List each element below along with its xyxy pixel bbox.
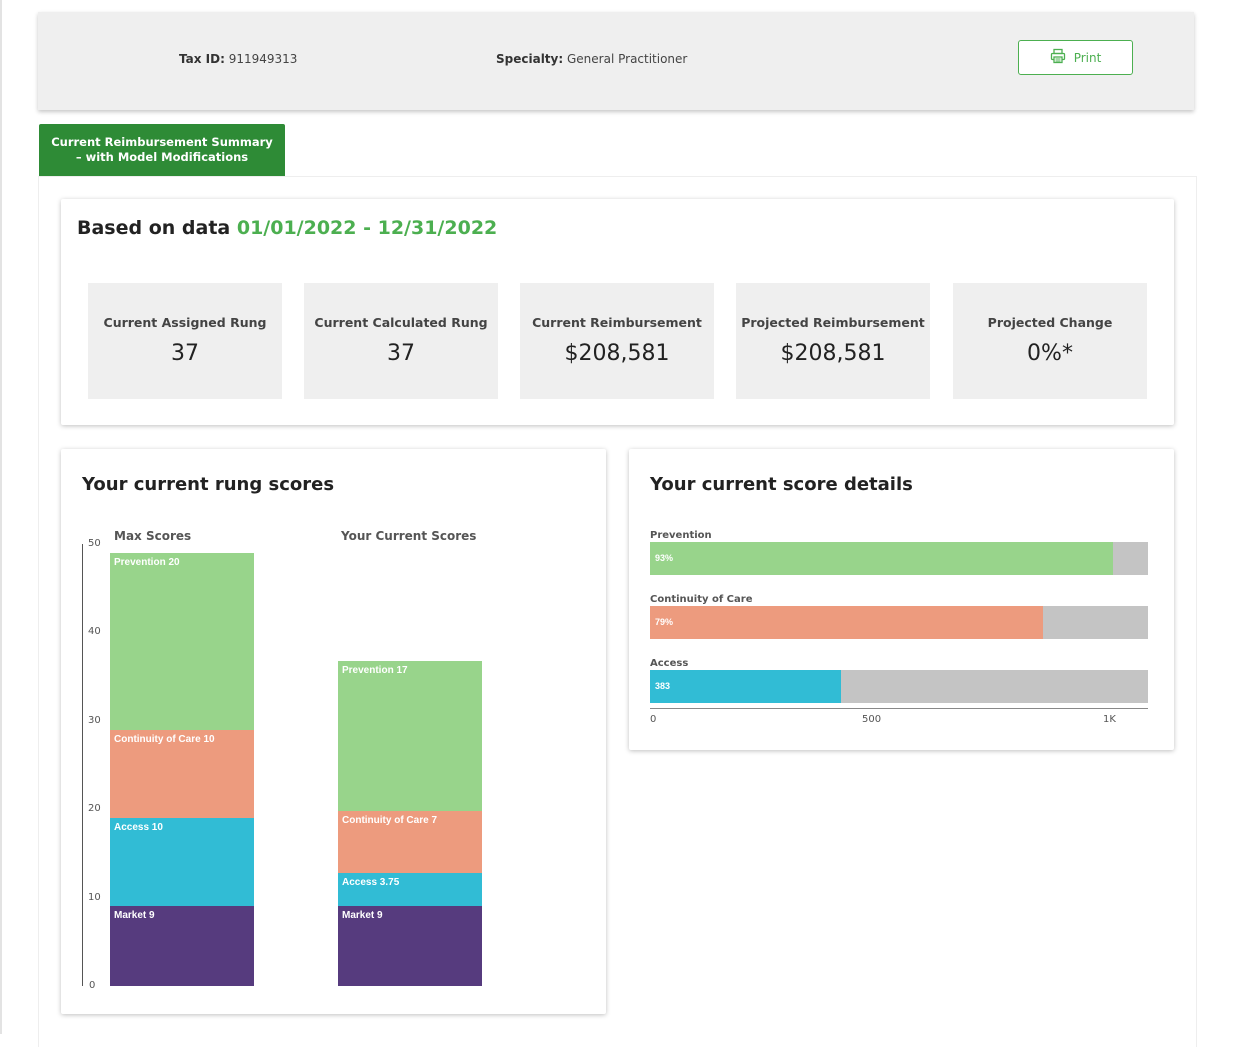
tile-value: $208,581 [564, 341, 670, 366]
y-tick-label: 0 [89, 980, 96, 991]
tile-projected-change: Projected Change 0%* [953, 283, 1147, 399]
summary-card: Based on data 01/01/2022 - 12/31/2022 Cu… [61, 199, 1174, 425]
tab-panel [38, 176, 1197, 1047]
score-detail-bar[interactable]: 93% [650, 542, 1114, 575]
score-detail-value: 93% [655, 553, 674, 563]
x-tick-label: 500 [862, 714, 882, 725]
score-detail-label: Prevention [650, 530, 712, 541]
bar-segment-label: Market 9 [114, 910, 155, 922]
tab-current-reimbursement-summary[interactable]: Current Reimbursement Summary – with Mod… [39, 124, 285, 176]
y-tick-label: 20 [88, 803, 101, 815]
score-detail-bar[interactable]: 383 [650, 670, 841, 703]
score-detail-track: 93% [650, 542, 1148, 575]
tile-label: Current Assigned Rung [103, 315, 267, 330]
bar-segment-label: Prevention 20 [114, 556, 180, 568]
y-axis-line [82, 544, 83, 986]
bar-segment-label: Continuity of Care 10 [114, 733, 215, 745]
tile-value: 37 [171, 341, 199, 366]
score-detail-value: 383 [655, 681, 671, 691]
x-axis-line [650, 708, 1148, 709]
summary-date-range: 01/01/2022 - 12/31/2022 [236, 217, 498, 239]
bar-segment-market[interactable]: Market 9 [338, 906, 482, 986]
score-details-title: Your current score details [650, 474, 913, 495]
tab-label-line1: Current Reimbursement Summary [51, 135, 273, 149]
tab-label-line2: – with Model Modifications [75, 150, 249, 164]
bar-segment-label: Prevention 17 [342, 665, 408, 677]
x-tick-label: 1K [1103, 714, 1116, 725]
y-tick-label: 50 [88, 538, 101, 549]
column-header-current-scores: Your Current Scores [341, 529, 477, 543]
bar-segment-prevention[interactable]: Prevention 17 [338, 661, 482, 812]
specialty-value: General Practitioner [567, 52, 688, 66]
tile-label: Projected Reimbursement [741, 315, 925, 330]
bar-segment-label: Access 10 [114, 822, 163, 834]
bar-segment-access[interactable]: Access 10 [110, 818, 254, 907]
bar-segment-continuity-of-care[interactable]: Continuity of Care 10 [110, 729, 254, 819]
column-header-max-scores: Max Scores [114, 529, 192, 543]
score-detail-value: 79% [655, 617, 674, 627]
score-detail-bar[interactable]: 79% [650, 606, 1044, 639]
tile-current-reimbursement: Current Reimbursement $208,581 [520, 283, 714, 399]
specialty-label: Specialty: [496, 52, 564, 66]
tile-label: Projected Change [987, 315, 1113, 330]
summary-title-prefix: Based on data [77, 217, 231, 239]
tax-id-label: Tax ID: [179, 52, 225, 66]
provider-header: Tax ID: 911949313 Specialty: General Pra… [38, 12, 1194, 110]
score-detail-label: Access [650, 658, 689, 669]
y-tick-label: 40 [88, 626, 101, 638]
score-details-card: Your current score details Prevention 93%… [629, 449, 1174, 750]
tile-current-assigned-rung: Current Assigned Rung 37 [88, 283, 282, 399]
bar-segment-label: Market 9 [342, 910, 383, 922]
score-detail-track: 79% [650, 606, 1148, 639]
tax-id: Tax ID: 911949313 [179, 52, 297, 66]
printer-icon [1050, 48, 1066, 67]
x-tick-label: 0 [650, 714, 657, 725]
bar-segment-continuity-of-care[interactable]: Continuity of Care 7 [338, 811, 482, 874]
score-detail-track: 383 [650, 670, 1148, 703]
y-tick-label: 10 [88, 891, 101, 903]
bar-segment-prevention[interactable]: Prevention 20 [110, 552, 254, 730]
tile-current-calculated-rung: Current Calculated Rung 37 [304, 283, 498, 399]
bar-segment-label: Continuity of Care 7 [342, 815, 438, 827]
bar-segment-market[interactable]: Market 9 [110, 906, 254, 986]
tax-id-value: 911949313 [228, 52, 298, 66]
rung-scores-title: Your current rung scores [82, 474, 335, 495]
bar-segment-access[interactable]: Access 3.75 [338, 873, 482, 907]
page-left-border [0, 0, 2, 1034]
tile-value: 37 [387, 341, 415, 366]
y-tick-label: 30 [88, 714, 101, 726]
score-detail-label: Continuity of Care [650, 594, 753, 605]
tile-value: $208,581 [780, 341, 886, 366]
tile-value: 0%* [1027, 341, 1073, 366]
summary-title: Based on data 01/01/2022 - 12/31/2022 [77, 217, 497, 239]
tile-projected-reimbursement: Projected Reimbursement $208,581 [736, 283, 930, 399]
tile-label: Current Reimbursement [532, 315, 702, 330]
print-label: Print [1073, 50, 1102, 65]
print-button[interactable]: Print [1018, 40, 1133, 75]
rung-scores-card: Your current rung scores Max Scores Your… [61, 449, 606, 1014]
tile-label: Current Calculated Rung [314, 315, 488, 330]
bar-segment-label: Access 3.75 [342, 877, 400, 889]
specialty: Specialty: General Practitioner [496, 52, 687, 66]
